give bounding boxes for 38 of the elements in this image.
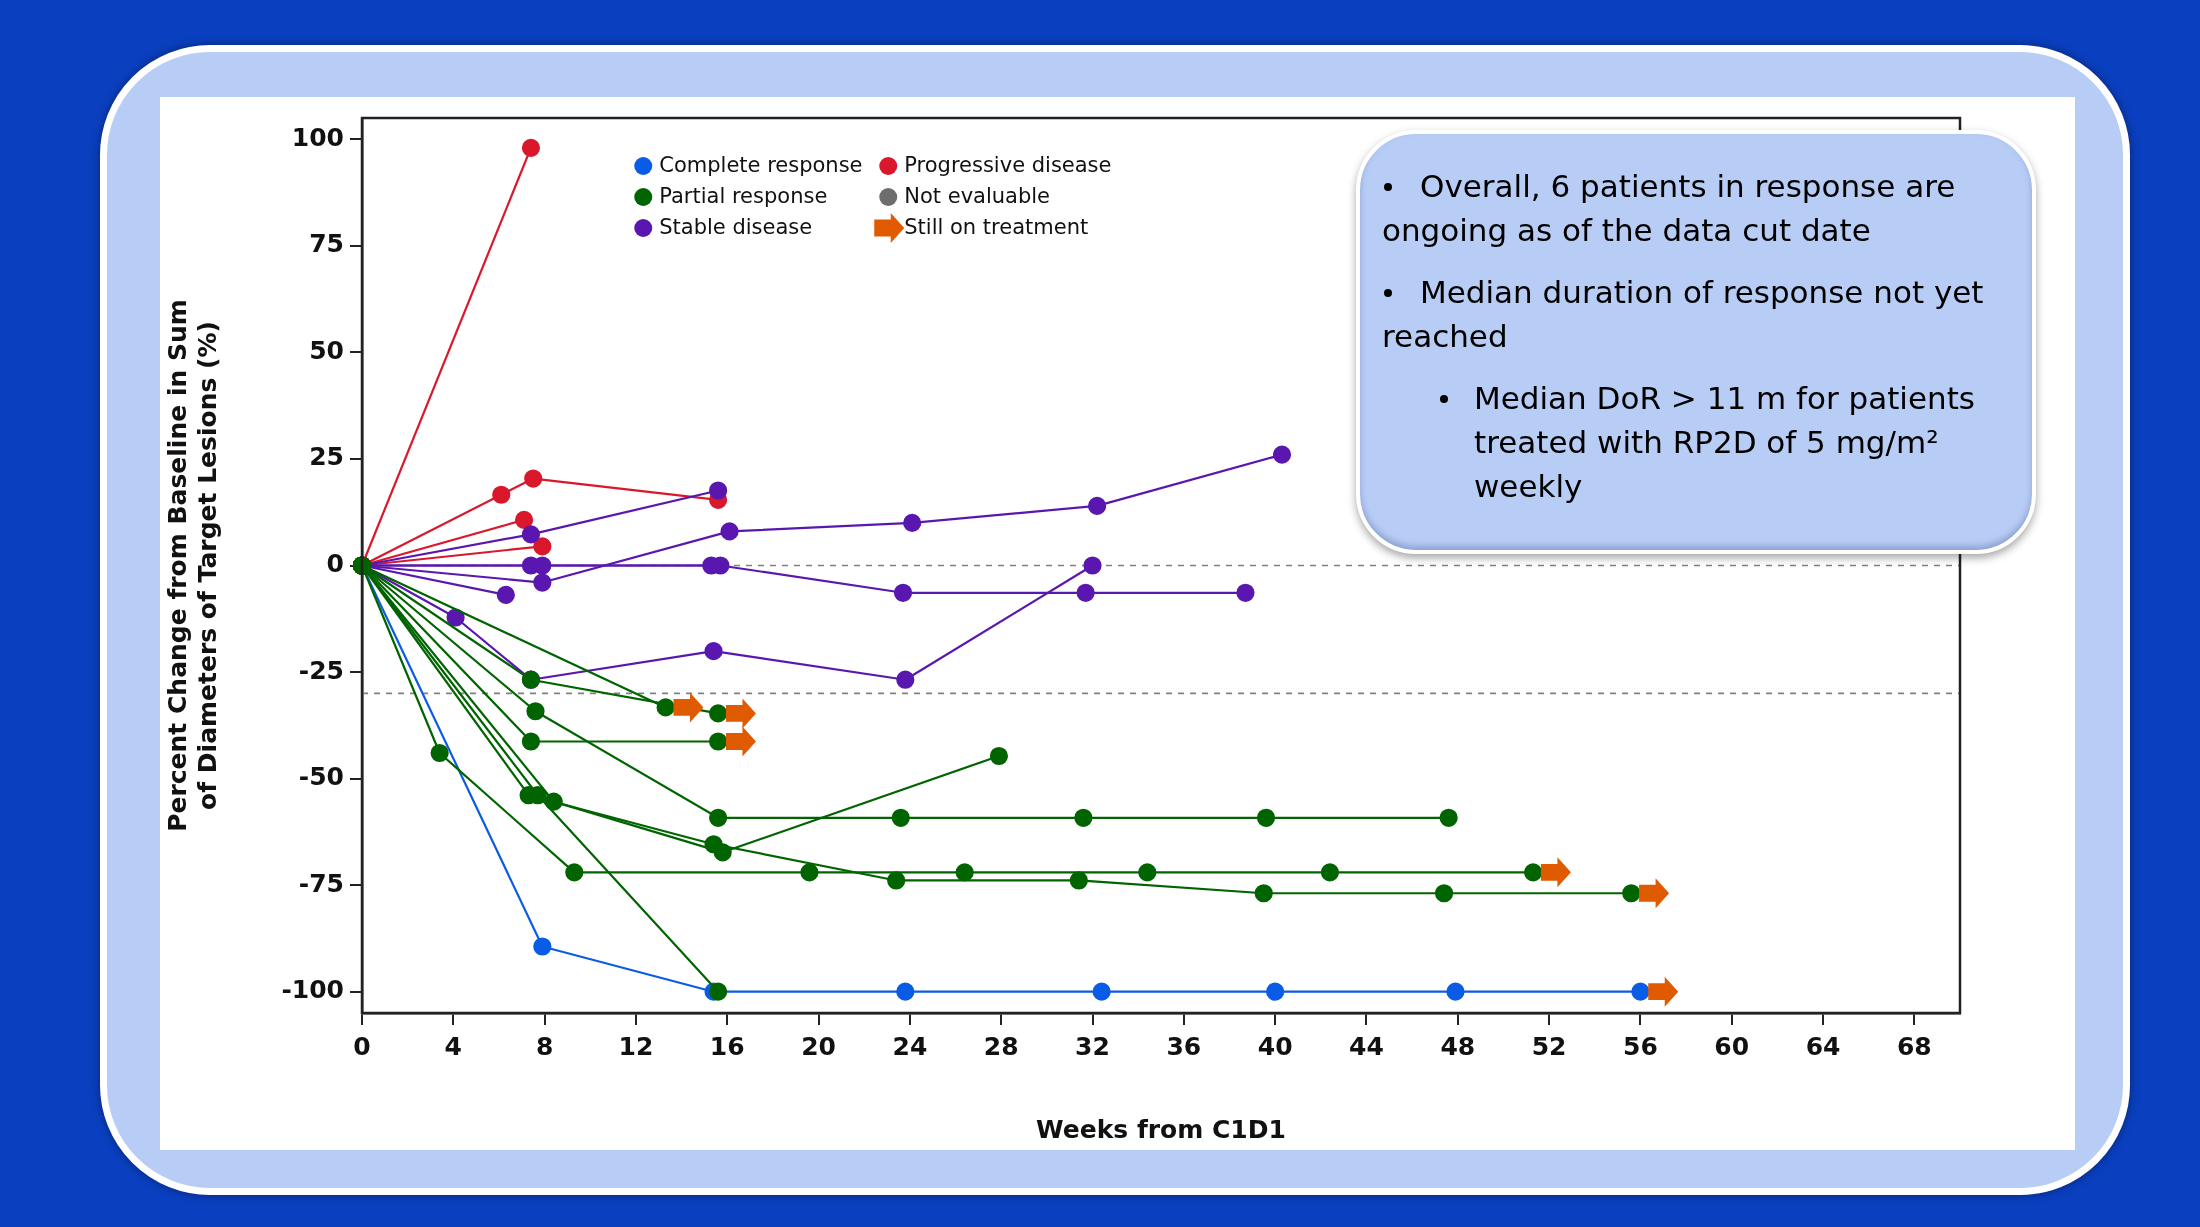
y-axis-title: Percent Change from Baseline in Sum of Diameters of Target Lesions (%) [162,299,222,832]
legend-label: Partial response [659,184,828,209]
x-tick-label: 32 [1075,1031,1110,1061]
y-tick-label: 100 [291,122,344,152]
y-tick-label: 50 [309,335,344,365]
y-tick-label: 0 [326,549,344,578]
annotation: Median duration of response not yet reached [1382,273,1985,356]
x-tick-label: 8 [535,1031,554,1061]
x-tick-label: 24 [892,1031,928,1061]
annotation: Overall, 6 patients in response are ongoing as of the data cut date [1382,167,1957,250]
x-tick-label: 40 [1257,1031,1293,1061]
y-tick-label: 25 [309,442,344,472]
x-tick-label: 48 [1440,1031,1476,1061]
annotation: Median DoR > 11 m for patients treated with RP2D of 5 mg/m² weekly [1474,379,1976,506]
x-tick-label: 56 [1623,1031,1658,1061]
x-tick-label: 64 [1805,1031,1841,1061]
x-tick-label: 4 [444,1031,463,1061]
y-tick-label: -75 [298,868,344,898]
x-tick-label: 28 [983,1031,1019,1061]
legend-label: Complete response [659,153,863,178]
legend-label: Stable disease [659,215,813,240]
x-axis-title: Weeks from C1D1 [1036,1114,1286,1144]
y-tick-label: -100 [281,975,344,1005]
x-tick-label: 0 [353,1031,371,1061]
x-tick-label: 52 [1531,1031,1567,1061]
y-tick-label: 75 [309,229,344,259]
legend-label: Progressive disease [904,153,1112,178]
x-tick-label: 20 [801,1031,836,1061]
legend-label: Still on treatment [904,215,1089,240]
x-tick-label: 12 [618,1031,654,1061]
x-tick-label: 36 [1166,1031,1202,1061]
x-tick-label: 44 [1349,1031,1384,1061]
x-tick-label: 68 [1896,1031,1932,1061]
x-tick-label: 60 [1714,1031,1750,1061]
y-tick-label: -50 [298,762,344,792]
x-tick-label: 16 [709,1031,745,1061]
legend-label: Not evaluable [904,184,1051,209]
y-tick-label: -25 [298,655,344,685]
